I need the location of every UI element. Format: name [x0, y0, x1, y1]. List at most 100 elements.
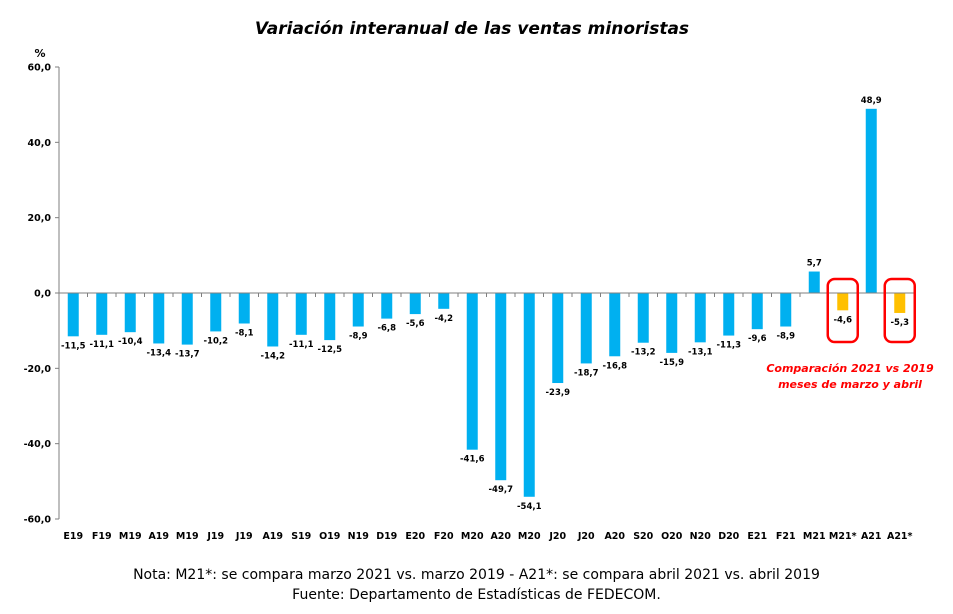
x-tick-label: F21: [776, 531, 796, 542]
x-tick-label: O20: [661, 531, 683, 542]
bar-value-label: -10,4: [118, 337, 143, 347]
bar-value-label: -13,7: [175, 350, 200, 360]
y-tick-label: 0,0: [34, 289, 51, 300]
x-tick-label: D20: [718, 531, 739, 542]
bar: [751, 293, 763, 330]
bar: [780, 293, 792, 327]
bar: [124, 293, 136, 333]
bar: [466, 293, 478, 450]
x-tick-label: A20: [490, 531, 511, 542]
annotation: Comparación 2021 vs 2019 meses de marzo …: [766, 362, 934, 391]
bar: [409, 293, 421, 315]
x-tick-label: F20: [434, 531, 454, 542]
bar: [295, 293, 307, 335]
bar-value-label: -5,3: [890, 318, 909, 328]
x-tick-label: E19: [63, 531, 83, 542]
bar: [324, 293, 336, 341]
bar: [267, 293, 279, 347]
x-tick-label: F19: [92, 531, 112, 542]
bar: [210, 293, 222, 332]
bar-value-label: -49,7: [489, 485, 514, 495]
x-tick-label: N20: [690, 531, 712, 542]
y-axis: 60,0 40,0 20,0 0,0 -20,0 -40,0 -60,0: [24, 63, 60, 526]
highlight-box: [826, 277, 859, 344]
y-tick-label: -60,0: [24, 515, 52, 526]
chart-title: Variación interanual de las ventas minor…: [255, 19, 689, 39]
bar: [637, 293, 649, 343]
bar: [609, 293, 621, 357]
bar-value-label: -13,4: [147, 348, 172, 358]
x-tick-label: A21*: [887, 531, 913, 542]
bar-value-label: -11,1: [289, 340, 314, 350]
x-tick-label: E20: [405, 531, 425, 542]
bar: [694, 293, 706, 343]
bar: [181, 293, 193, 345]
bar-value-label: -12,5: [318, 345, 343, 355]
x-tick-label: O19: [319, 531, 340, 542]
y-tick-label: 40,0: [28, 138, 52, 149]
bar-value-label: -8,9: [776, 332, 795, 342]
bar: [666, 293, 678, 353]
x-tick-labels: E19 F19 M19 A19 M19 J19 J19 A19 S19 O19 N19 D19 E20 F…: [63, 531, 912, 542]
bar-value-label: -13,2: [631, 348, 656, 358]
y-tick-label: -40,0: [24, 439, 52, 450]
y-tick-label: -20,0: [24, 364, 52, 375]
bar: [723, 293, 735, 336]
bar: [523, 293, 535, 497]
x-tick-label: J19: [235, 531, 253, 542]
x-tick-label: A19: [148, 531, 169, 542]
footer-note: Nota: M21*: se compara marzo 2021 vs. ma…: [133, 567, 820, 583]
bar-value-label: 48,9: [861, 96, 882, 106]
x-tick-label: M20: [518, 531, 541, 542]
x-tick-label: A21: [861, 531, 882, 542]
bar-value-label: -4,6: [833, 315, 852, 325]
bar-value-label: -11,3: [717, 341, 742, 351]
bar: [238, 293, 250, 324]
x-tick-label: S20: [633, 531, 653, 542]
bar-value-label: -23,9: [546, 388, 571, 398]
bar-value-label: -15,9: [660, 358, 685, 368]
bar-value-label: -8,9: [349, 332, 368, 342]
bar-value-label: -6,8: [377, 324, 396, 334]
x-tick-label: M20: [461, 531, 484, 542]
bar: [495, 293, 507, 481]
footer-source: Fuente: Departamento de Estadísticas de …: [292, 587, 661, 603]
bar-value-label: -11,1: [90, 340, 115, 350]
highlighted-bar: [894, 293, 906, 313]
x-tick-label: M19: [176, 531, 199, 542]
bar: [552, 293, 564, 384]
bar-value-label: -5,6: [406, 319, 425, 329]
bar-value-label: -13,1: [688, 347, 713, 357]
bar: [381, 293, 393, 319]
bar-value-label: -16,8: [603, 361, 628, 371]
x-tick-label: M21*: [829, 531, 857, 542]
highlighted-bar: [837, 293, 849, 311]
x-tick-label: M19: [119, 531, 142, 542]
bar-value-label: 5,7: [807, 259, 822, 269]
bar-chart: Variación interanual de las ventas minor…: [24, 19, 934, 542]
x-tick-label: E21: [747, 531, 767, 542]
bar: [865, 108, 877, 293]
bar-value-label: -10,2: [204, 336, 229, 346]
x-tick-label: N19: [348, 531, 369, 542]
x-tick-label: A20: [604, 531, 625, 542]
bar: [352, 293, 364, 327]
x-tick-label: J19: [206, 531, 224, 542]
annotation-line-1: Comparación 2021 vs 2019: [766, 362, 934, 375]
bar-value-label: -18,7: [574, 368, 599, 378]
bar: [580, 293, 592, 364]
x-tick-label: M21: [803, 531, 826, 542]
highlight-box: [883, 277, 916, 344]
bar-value-label: -54,1: [517, 502, 542, 512]
y-axis-unit-label: %: [34, 47, 45, 60]
x-tick-label: S19: [291, 531, 311, 542]
x-tick-label: D19: [376, 531, 397, 542]
bar: [96, 293, 108, 335]
bar-value-label: -4,2: [434, 314, 453, 324]
bar: [67, 293, 79, 337]
y-tick-label: 60,0: [28, 63, 52, 74]
bar-value-label: -8,1: [235, 329, 254, 339]
x-tick-label: J20: [548, 531, 566, 542]
bar: [438, 293, 450, 309]
y-tick-label: 20,0: [28, 213, 52, 224]
